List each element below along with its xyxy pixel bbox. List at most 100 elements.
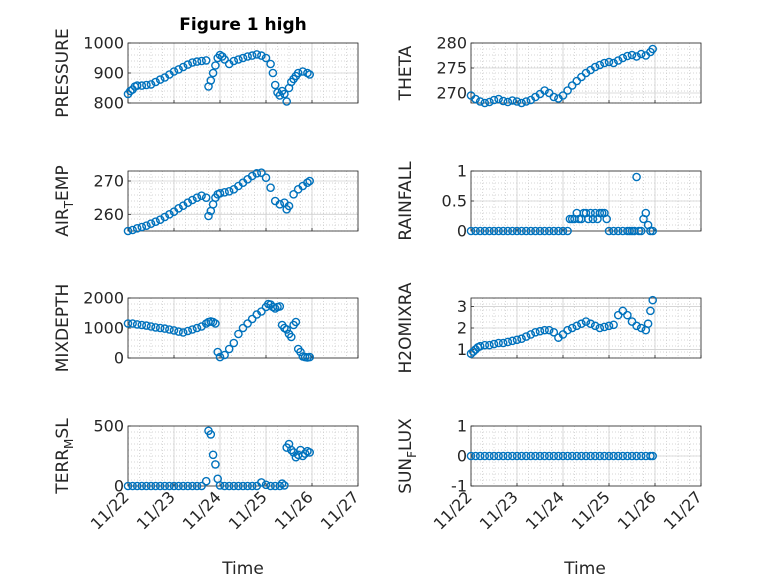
data-point	[123, 319, 133, 328]
data-point	[641, 208, 651, 218]
data-point	[632, 451, 641, 461]
data-point	[609, 320, 618, 330]
data-point	[197, 56, 206, 66]
data-point	[188, 58, 197, 67]
data-point	[489, 226, 499, 236]
data-point	[581, 317, 591, 326]
data-point	[192, 57, 202, 66]
data-point	[238, 481, 248, 491]
data-point	[540, 226, 549, 236]
data-point	[489, 339, 499, 349]
data-point	[165, 325, 174, 334]
data-point	[535, 326, 545, 336]
data-point	[590, 62, 600, 72]
data-point	[517, 98, 526, 108]
data-point	[549, 327, 559, 337]
data-point	[305, 448, 315, 457]
data-point	[577, 319, 586, 329]
y-tick-label: 2000	[83, 289, 124, 308]
data-point	[277, 479, 287, 488]
y-tick-label: 260	[93, 205, 124, 224]
x-tick-label: 11/23	[133, 487, 179, 533]
data-point	[558, 91, 568, 100]
data-point	[155, 323, 165, 333]
data-point	[646, 306, 655, 316]
data-point	[600, 322, 609, 332]
data-point	[169, 326, 179, 335]
data-point	[282, 97, 292, 106]
data-point	[636, 49, 646, 59]
data-point	[296, 347, 305, 357]
data-point	[526, 226, 536, 236]
data-point	[480, 226, 490, 236]
data-point	[282, 325, 292, 334]
data-point	[280, 481, 289, 490]
data-point	[602, 214, 612, 224]
data-point	[508, 336, 517, 346]
data-point	[289, 190, 298, 199]
data-point	[503, 97, 513, 107]
data-point	[298, 67, 308, 76]
data-point	[475, 97, 485, 106]
data-point	[526, 330, 536, 339]
data-point	[623, 51, 632, 61]
data-point	[284, 201, 294, 211]
data-point	[204, 211, 213, 221]
data-point	[206, 430, 216, 439]
x-tick-label: 11/25	[225, 487, 271, 533]
data-point	[623, 451, 632, 461]
data-point	[247, 51, 257, 60]
data-point	[305, 70, 315, 79]
data-point	[211, 319, 220, 328]
data-point	[498, 451, 508, 461]
subplot-theta: 270 275 280 THETA	[396, 34, 702, 108]
data-point	[160, 324, 170, 333]
data-point	[535, 451, 545, 461]
y-axis-label: RAINFALL	[396, 161, 416, 241]
y-tick-label: 1	[457, 340, 467, 359]
data-point	[609, 58, 618, 68]
data-point	[197, 191, 206, 200]
xlabel-left: Time	[221, 559, 264, 579]
x-tick-label: 11/22	[87, 487, 133, 533]
data-point	[512, 97, 522, 106]
data-point	[503, 451, 513, 461]
data-point	[632, 52, 641, 61]
axes-box	[127, 425, 359, 487]
data-point	[224, 481, 234, 491]
data-point	[567, 451, 577, 461]
data-point	[609, 451, 618, 461]
data-point	[155, 481, 165, 491]
data-point	[257, 168, 266, 177]
data-point	[590, 321, 600, 331]
subplot-h2omixra: 1 2 3 H2OMIXRA	[396, 282, 702, 374]
data-point	[243, 319, 252, 328]
data-point	[286, 445, 296, 455]
data-point	[275, 481, 285, 491]
y-tick-label: 3	[457, 297, 467, 316]
data-point	[480, 451, 490, 461]
data-point	[183, 481, 193, 491]
y-tick-label: 0	[457, 447, 467, 466]
xlabel-right: Time	[563, 559, 606, 579]
data-point	[489, 95, 499, 105]
data-point	[563, 325, 572, 335]
data-point	[613, 226, 623, 236]
data-point	[188, 195, 197, 205]
data-point	[521, 451, 531, 461]
data-point	[155, 75, 165, 84]
data-point	[558, 226, 568, 236]
data-point	[234, 481, 243, 491]
data-point	[512, 451, 522, 461]
subplot-mixdepth: 0 1000 2000 MIXDEPTH	[53, 284, 359, 372]
data-point	[275, 302, 285, 311]
data-point	[485, 451, 494, 461]
data-point	[123, 226, 133, 236]
data-point	[234, 55, 243, 64]
data-point	[234, 329, 243, 339]
y-tick-label: 0	[457, 222, 467, 241]
axes-box	[127, 170, 359, 232]
data-point	[498, 96, 508, 106]
data-point	[146, 322, 156, 331]
